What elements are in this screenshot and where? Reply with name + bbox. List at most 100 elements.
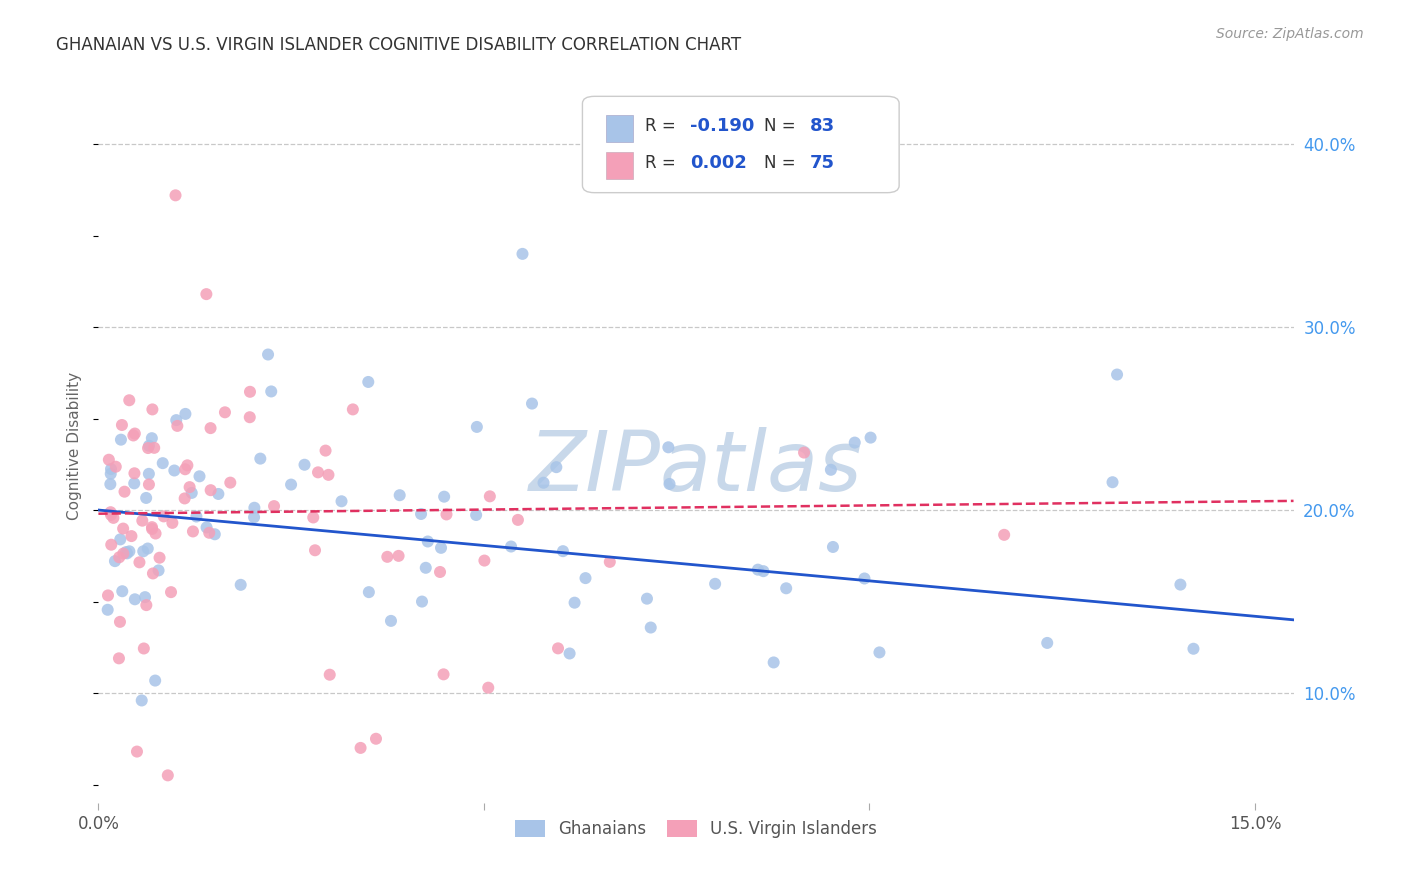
Point [342, 402, 364, 417]
Point [357, 375, 380, 389]
Text: -0.190: -0.190 [690, 118, 755, 136]
Point [207, 487, 229, 501]
Point [111, 584, 134, 599]
Point [174, 407, 197, 421]
Point [156, 768, 179, 782]
Point [138, 439, 160, 453]
Point [249, 451, 271, 466]
Point [364, 731, 387, 746]
Point [124, 592, 146, 607]
Point [257, 347, 280, 361]
Point [302, 510, 325, 524]
Point [430, 541, 453, 555]
Point [315, 443, 337, 458]
Point [821, 540, 844, 554]
Point [165, 188, 187, 202]
Point [97, 603, 120, 617]
Point [1170, 577, 1192, 591]
Point [124, 467, 146, 481]
Point [200, 483, 222, 498]
Point [546, 460, 568, 475]
Point [260, 384, 283, 399]
Point [176, 458, 198, 473]
Point [135, 598, 157, 612]
Point [415, 561, 437, 575]
Point [125, 745, 148, 759]
Point [100, 462, 122, 476]
Point [166, 418, 188, 433]
Point [551, 544, 574, 558]
Point [141, 402, 163, 417]
Point [165, 413, 187, 427]
Point [388, 488, 411, 502]
Point [859, 431, 882, 445]
Point [465, 420, 488, 434]
Point [512, 247, 534, 261]
Point [132, 641, 155, 656]
Text: 0.002: 0.002 [690, 154, 747, 172]
Point [752, 564, 775, 578]
Point [163, 463, 186, 477]
Point [100, 505, 122, 519]
Point [294, 458, 316, 472]
Point [152, 456, 174, 470]
Point [558, 647, 581, 661]
Point [179, 480, 201, 494]
Point [138, 467, 160, 481]
Point [506, 513, 529, 527]
Point [112, 522, 135, 536]
Point [198, 525, 221, 540]
Point [657, 440, 679, 454]
Point [108, 615, 131, 629]
FancyBboxPatch shape [582, 96, 900, 193]
Point [474, 553, 496, 567]
Point [747, 563, 769, 577]
Text: Source: ZipAtlas.com: Source: ZipAtlas.com [1216, 27, 1364, 41]
Point [97, 589, 120, 603]
Point [844, 435, 866, 450]
Point [103, 511, 125, 525]
Point [239, 384, 262, 399]
Point [141, 522, 163, 536]
Point [148, 563, 170, 577]
Point [533, 475, 555, 490]
Point [793, 445, 815, 459]
Point [134, 590, 156, 604]
Point [124, 426, 146, 441]
Point [141, 431, 163, 445]
Point [853, 572, 876, 586]
Point [263, 499, 285, 513]
Point [100, 467, 122, 481]
Point [658, 477, 681, 491]
Point [114, 484, 136, 499]
Point [993, 528, 1015, 542]
Point [307, 466, 329, 480]
Point [180, 486, 202, 500]
Text: GHANAIAN VS U.S. VIRGIN ISLANDER COGNITIVE DISABILITY CORRELATION CHART: GHANAIAN VS U.S. VIRGIN ISLANDER COGNITI… [56, 36, 741, 54]
Point [195, 287, 218, 301]
Point [411, 594, 433, 608]
Point [143, 673, 166, 688]
Legend: Ghanaians, U.S. Virgin Islanders: Ghanaians, U.S. Virgin Islanders [509, 813, 883, 845]
Point [416, 534, 439, 549]
Point [433, 490, 456, 504]
Point [243, 510, 266, 524]
Point [574, 571, 596, 585]
Point [200, 421, 222, 435]
Bar [606, 115, 633, 142]
Point [141, 520, 163, 534]
Text: N =: N = [763, 118, 801, 136]
Text: ZIPatlas: ZIPatlas [529, 427, 863, 508]
Point [1101, 475, 1123, 490]
Text: R =: R = [644, 118, 681, 136]
Point [775, 582, 797, 596]
Point [409, 507, 432, 521]
Point [188, 469, 211, 483]
Point [120, 529, 142, 543]
Point [214, 405, 236, 419]
Y-axis label: Cognitive Disability: Cognitive Disability [67, 372, 83, 520]
Point [499, 540, 522, 554]
Point [145, 526, 167, 541]
Point [100, 538, 122, 552]
Point [110, 433, 132, 447]
